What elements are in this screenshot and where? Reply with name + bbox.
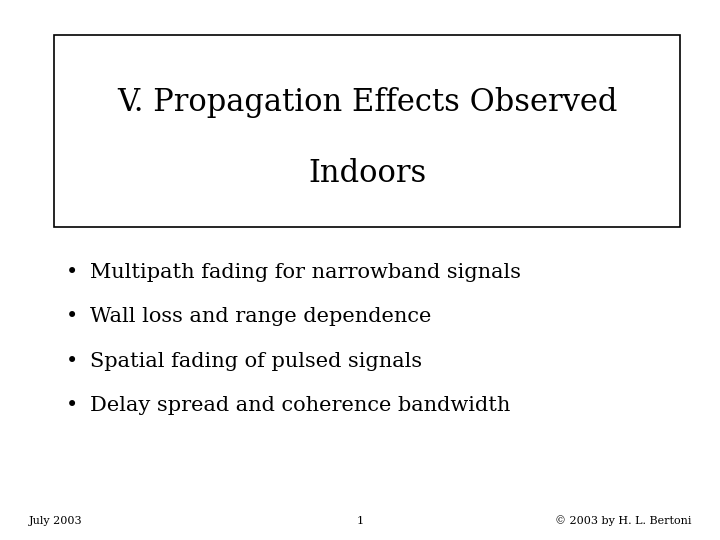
Text: •: • (66, 396, 78, 415)
Text: July 2003: July 2003 (29, 516, 82, 526)
Text: •: • (66, 307, 78, 327)
Bar (54, 35, 680, 227)
Text: Multipath fading for narrowband signals: Multipath fading for narrowband signals (90, 263, 521, 282)
Text: 1: 1 (356, 516, 364, 526)
Text: •: • (66, 352, 78, 371)
Text: Delay spread and coherence bandwidth: Delay spread and coherence bandwidth (90, 396, 510, 415)
Text: Spatial fading of pulsed signals: Spatial fading of pulsed signals (90, 352, 422, 371)
Text: Indoors: Indoors (308, 158, 426, 188)
Text: V. Propagation Effects Observed: V. Propagation Effects Observed (117, 87, 617, 118)
Text: Wall loss and range dependence: Wall loss and range dependence (90, 307, 431, 327)
Text: © 2003 by H. L. Bertoni: © 2003 by H. L. Bertoni (554, 516, 691, 526)
Text: •: • (66, 263, 78, 282)
